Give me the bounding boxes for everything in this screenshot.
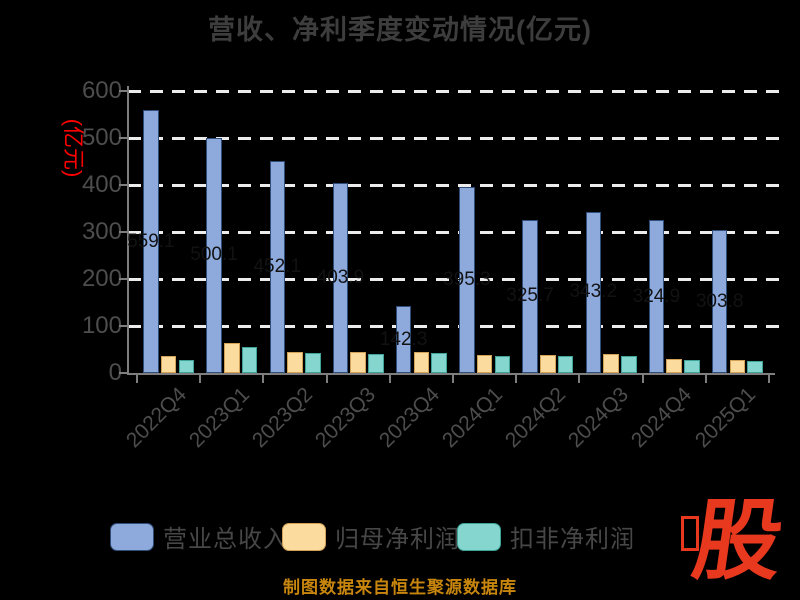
gridline-400 <box>128 184 786 187</box>
x-tick-mark-2 <box>262 375 265 383</box>
bar-营业总收入-2024Q3 <box>585 211 601 373</box>
bar-value-label-2024Q3: 343.2 <box>569 281 618 303</box>
x-tick-label-2024Q1: 2024Q1 <box>437 383 507 453</box>
x-tick-label-2024Q2: 2024Q2 <box>500 383 571 453</box>
bar-扣非净利润-2024Q4 <box>684 360 700 373</box>
x-tick-mark-0 <box>136 375 138 383</box>
x-tick-label-2024Q3: 2024Q3 <box>564 383 634 453</box>
x-axis-line <box>127 373 775 375</box>
bar-value-label-2023Q4: 142.3 <box>379 328 428 350</box>
x-tick-label-2025Q1: 2025Q1 <box>690 383 760 453</box>
bar-扣非净利润-2025Q1 <box>747 361 763 373</box>
logo-box-fragment <box>681 516 699 551</box>
bar-营业总收入-2023Q2 <box>269 160 285 373</box>
bar-营业总收入-2024Q2 <box>522 219 538 373</box>
bar-value-label-2024Q4: 324.9 <box>632 285 681 307</box>
gridline-300 <box>128 231 786 234</box>
legend-item-net-profit-excl: 扣非净利润 <box>457 519 635 554</box>
bar-value-label-2023Q3: 403.9 <box>316 267 365 289</box>
x-tick-label-2023Q2: 2023Q2 <box>248 383 318 453</box>
legend-swatch-net-profit-excl <box>457 522 501 551</box>
bar-扣非净利润-2023Q3 <box>368 353 384 373</box>
gridline-600 <box>128 90 786 93</box>
gridline-500 <box>128 137 786 140</box>
gridline-100 <box>128 325 786 328</box>
bar-营业总收入-2023Q3 <box>332 183 349 373</box>
bar-扣非净利润-2023Q1 <box>241 346 258 373</box>
bar-value-label-2024Q1: 395.3 <box>443 269 491 291</box>
y-axis-line <box>127 86 129 375</box>
bar-归母净利润-2024Q1 <box>476 355 493 373</box>
gridline-200 <box>128 278 786 281</box>
bar-归母净利润-2024Q4 <box>666 358 682 373</box>
y-tick-mark-0 <box>119 372 127 374</box>
bar-营业总收入-2024Q1 <box>459 187 475 373</box>
y-tick-label-300: 300 <box>81 218 122 245</box>
bar-归母净利润-2024Q2 <box>540 355 556 373</box>
legend-label-revenue: 营业总收入 <box>163 526 288 553</box>
legend-swatch-net-profit <box>282 522 326 551</box>
x-tick-mark-5 <box>452 375 454 383</box>
chart-title: 营收、净利季度变动情况(亿元) <box>208 15 592 45</box>
bar-value-label-2023Q2: 452.1 <box>253 255 302 277</box>
bar-扣非净利润-2023Q2 <box>305 353 321 373</box>
bar-归母净利润-2023Q4 <box>413 352 430 373</box>
x-tick-mark-10 <box>768 375 770 383</box>
x-tick-label-2023Q1: 2023Q1 <box>184 383 255 453</box>
bar-营业总收入-2025Q1 <box>711 230 728 373</box>
x-tick-mark-1 <box>199 375 202 383</box>
bar-营业总收入-2022Q4 <box>143 110 159 373</box>
x-tick-mark-9 <box>704 375 707 383</box>
logo-watermark: 股 <box>687 491 790 590</box>
x-tick-label-2022Q4: 2022Q4 <box>121 383 191 453</box>
bar-扣非净利润-2024Q3 <box>621 355 637 373</box>
x-tick-mark-6 <box>515 375 518 383</box>
legend-label-net-profit-excl: 扣非净利润 <box>510 526 635 553</box>
legend-item-revenue: 营业总收入 <box>110 519 288 554</box>
bar-归母净利润-2022Q4 <box>160 356 177 373</box>
y-tick-mark-300 <box>119 231 127 233</box>
x-tick-mark-7 <box>578 375 581 383</box>
legend-swatch-revenue <box>110 522 154 551</box>
x-tick-label-2024Q4: 2024Q4 <box>627 383 697 453</box>
x-tick-label-2023Q4: 2023Q4 <box>374 383 444 453</box>
y-tick-label-500: 500 <box>81 124 122 151</box>
y-tick-label-200: 200 <box>81 265 122 292</box>
y-tick-mark-600 <box>119 90 127 92</box>
bar-归母净利润-2024Q3 <box>603 354 619 373</box>
y-tick-label-600: 600 <box>81 77 122 104</box>
x-tick-mark-3 <box>325 375 328 383</box>
y-tick-mark-400 <box>119 184 127 186</box>
bar-value-label-2022Q4: 559.1 <box>127 230 175 252</box>
y-tick-mark-100 <box>119 325 127 327</box>
bar-营业总收入-2023Q4 <box>395 306 412 373</box>
bar-扣非净利润-2022Q4 <box>178 359 195 373</box>
y-tick-label-400: 400 <box>81 171 122 198</box>
bar-归母净利润-2023Q3 <box>350 352 366 373</box>
bar-营业总收入-2023Q1 <box>206 137 222 373</box>
y-tick-mark-500 <box>119 137 127 139</box>
bar-扣非净利润-2024Q2 <box>557 355 574 373</box>
x-tick-label-2023Q3: 2023Q3 <box>311 383 381 453</box>
source-note: 制图数据来自恒生聚源数据库 <box>283 578 517 597</box>
bar-value-label-2024Q2: 325.7 <box>506 285 554 307</box>
legend-label-net-profit: 归母净利润 <box>335 526 460 553</box>
y-tick-label-0: 0 <box>108 359 122 386</box>
bar-value-label-2023Q1: 500.1 <box>190 244 238 266</box>
bar-归母净利润-2025Q1 <box>729 360 746 373</box>
x-tick-mark-4 <box>388 375 391 383</box>
x-tick-mark-8 <box>641 375 644 383</box>
bar-归母净利润-2023Q2 <box>287 351 303 373</box>
bar-归母净利润-2023Q1 <box>224 342 240 373</box>
bar-扣非净利润-2023Q4 <box>431 353 447 373</box>
bar-扣非净利润-2024Q1 <box>494 356 511 373</box>
y-tick-label-100: 100 <box>81 312 122 339</box>
legend-item-net-profit: 归母净利润 <box>282 519 460 554</box>
bar-营业总收入-2024Q4 <box>648 220 665 373</box>
y-tick-mark-200 <box>119 278 127 280</box>
bar-value-label-2025Q1: 303.8 <box>695 290 744 312</box>
